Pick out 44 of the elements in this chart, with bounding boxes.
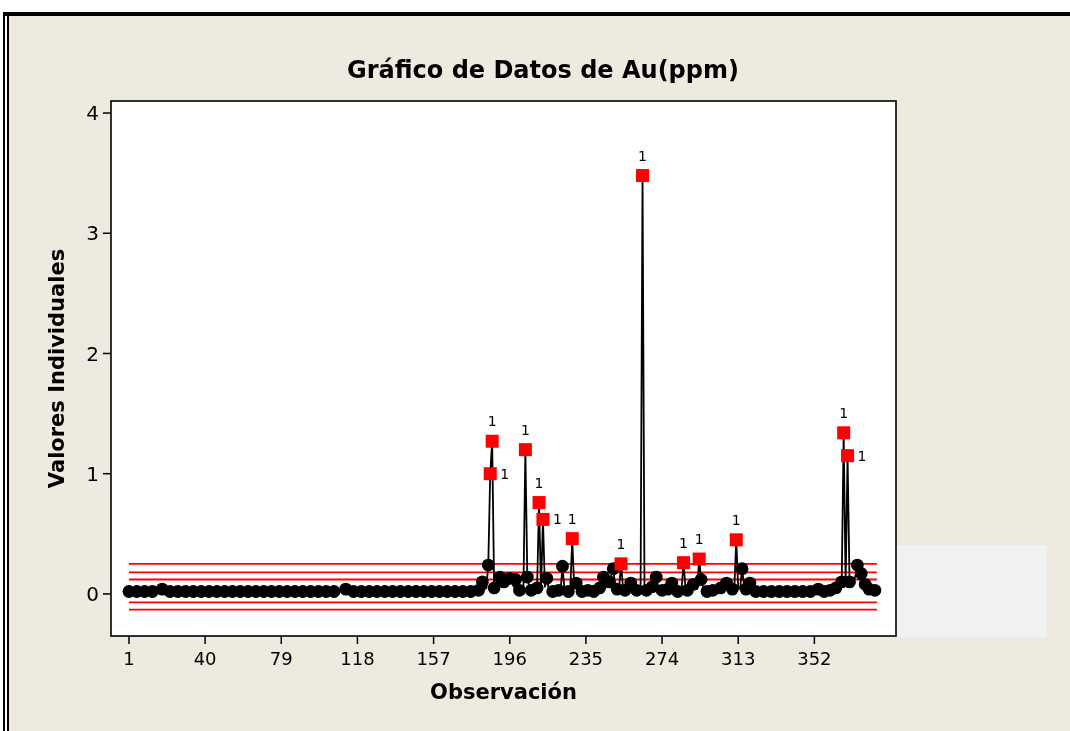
x-tick-label: 235 <box>568 648 604 669</box>
point <box>677 556 691 570</box>
x-tick-label: 1 <box>123 648 135 669</box>
x-tick-label: 313 <box>721 648 756 669</box>
y-axis-title: Valores Individuales <box>45 248 69 489</box>
annotation: 1 <box>520 421 530 438</box>
y-tick-label: 0 <box>86 582 99 607</box>
annotation: 1 <box>487 413 497 430</box>
annotation: 1 <box>857 447 867 464</box>
annotation: 1 <box>731 511 741 528</box>
y-tick-label: 2 <box>86 341 99 366</box>
annotation: 1 <box>534 474 544 491</box>
annotation: 1 <box>679 534 688 551</box>
x-tick-label: 40 <box>193 648 217 669</box>
x-tick-label: 79 <box>269 648 293 669</box>
point <box>532 496 546 510</box>
point <box>485 434 499 448</box>
annotation: 1 <box>616 535 626 552</box>
annotation: 1 <box>552 511 562 528</box>
y-tick-label: 4 <box>86 101 99 126</box>
annotation: 1 <box>694 531 704 548</box>
y-tick-label: 1 <box>86 461 99 486</box>
point <box>483 467 497 481</box>
point <box>837 426 851 440</box>
annotation: 1 <box>567 510 577 527</box>
point <box>729 533 743 547</box>
x-tick-label: 352 <box>797 648 832 669</box>
x-tick-label: 274 <box>644 648 680 669</box>
point <box>614 557 628 571</box>
annotation: 1 <box>839 404 849 421</box>
point <box>518 443 532 457</box>
y-tick-label: 3 <box>86 221 99 246</box>
point <box>565 532 579 546</box>
chart-title: Gráfico de Datos de Au(ppm) <box>347 56 739 84</box>
point <box>841 449 855 463</box>
x-axis-title: Observación <box>430 680 577 704</box>
x-tick-label: 196 <box>492 648 527 669</box>
x-tick-label: 118 <box>340 648 375 669</box>
point <box>636 169 650 183</box>
point <box>536 512 550 526</box>
annotation: 1 <box>638 147 647 164</box>
point <box>692 552 706 566</box>
annotation: 1 <box>500 465 510 482</box>
x-tick-label: 157 <box>416 648 451 669</box>
